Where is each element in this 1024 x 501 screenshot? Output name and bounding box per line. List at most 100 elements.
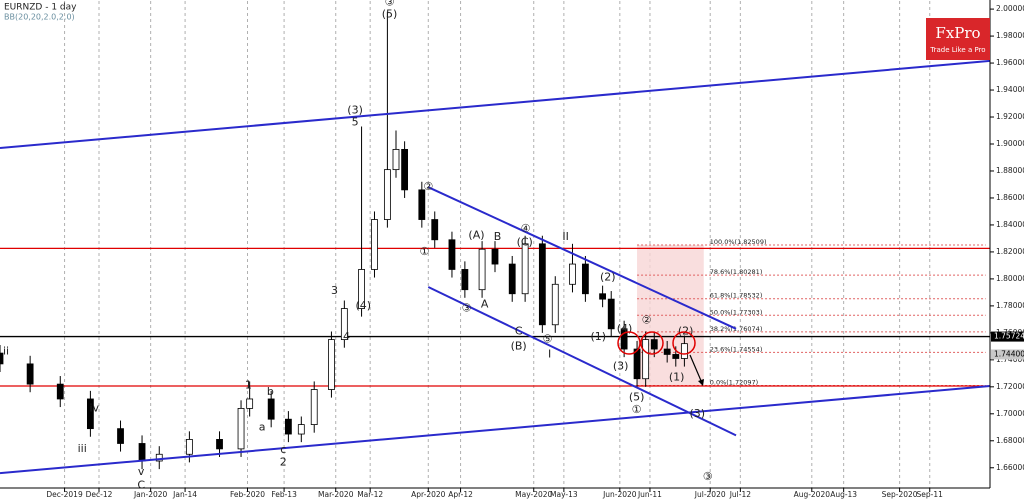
candle-body — [328, 339, 335, 390]
candle-body — [538, 243, 546, 326]
y-tick-label: 1.72000 — [996, 382, 1024, 391]
wave-label: ⑤ — [543, 333, 553, 346]
y-tick-label: 2.00000 — [996, 4, 1024, 13]
wave-label: I — [548, 347, 551, 360]
logo-tagline: Trade Like a Pro — [929, 46, 985, 54]
y-tick-label: 1.94000 — [996, 85, 1024, 94]
x-tick-label: Feb-2020 — [230, 490, 265, 499]
chart-title: EURNZD - 1 day — [4, 3, 77, 13]
wave-label: (C) — [517, 235, 533, 248]
x-tick-label: Sep-11 — [917, 490, 944, 499]
price-tag-label: 1.74400 — [994, 349, 1024, 358]
wave-label: (4) — [355, 299, 371, 312]
arrow-head — [698, 379, 704, 386]
candle-body — [392, 148, 400, 171]
wave-label: iv — [89, 401, 99, 414]
wave-label: B — [494, 230, 502, 243]
candle-body — [448, 239, 456, 270]
candle-body — [551, 283, 559, 326]
trendline — [0, 385, 991, 475]
candle-body — [371, 219, 378, 270]
y-tick-label: 1.86000 — [996, 193, 1024, 202]
x-tick-label: Aug-13 — [830, 490, 857, 499]
wave-label: (1) — [591, 330, 607, 343]
wave-label: (2) — [600, 271, 616, 284]
candle-body — [680, 343, 688, 359]
wave-label: a — [259, 420, 266, 433]
x-tick-label: Dec-12 — [86, 490, 113, 499]
wave-label: (5) — [629, 391, 645, 404]
x-tick-label: Dec-2019 — [46, 490, 83, 499]
wave-label: ② — [642, 314, 652, 327]
candle-body — [216, 439, 223, 450]
x-tick-label: Jun-2020 — [602, 490, 637, 499]
candle-body — [284, 418, 292, 435]
price-tag — [991, 331, 1024, 342]
y-tick-label: 1.90000 — [996, 139, 1024, 148]
chart-subtitle: BB(20,20,2.0,2.0) — [4, 13, 75, 22]
candle-body — [358, 269, 365, 309]
x-tick-label: Mar-12 — [357, 490, 383, 499]
fib-label: 23.6%(1.74554) — [710, 345, 763, 353]
wave-label: (3) — [347, 103, 363, 116]
candle-body — [26, 363, 34, 385]
wave-label: (3) — [613, 360, 629, 373]
y-tick-label: 1.70000 — [996, 409, 1024, 418]
candle-body — [599, 293, 607, 300]
candle-body — [310, 389, 318, 425]
wave-label: II — [562, 230, 569, 243]
wave-label: (A) — [468, 229, 484, 242]
grid: 1.660001.680001.700001.720001.740001.760… — [46, 1, 1024, 499]
y-tick-label: 1.98000 — [996, 31, 1024, 40]
y-tick-label: 1.96000 — [996, 58, 1024, 67]
candle-body — [672, 354, 680, 359]
candle-body — [383, 169, 391, 220]
x-tick-label: Jan-14 — [172, 490, 197, 499]
y-tick-label: 1.84000 — [996, 220, 1024, 229]
y-tick-label: 1.80000 — [996, 274, 1024, 283]
wave-label: (3) — [690, 407, 706, 420]
wave-label: ① — [419, 245, 429, 258]
wave-label: (5) — [382, 7, 398, 20]
wave-label: 2 — [280, 455, 287, 468]
candle-body — [185, 439, 193, 455]
wave-label: v — [138, 465, 145, 478]
wave-label: ③ — [385, 0, 395, 8]
y-tick-label: 1.92000 — [996, 112, 1024, 121]
candle-body — [117, 428, 124, 444]
candle-body — [491, 248, 499, 265]
wave-label: A — [481, 298, 489, 311]
price-tag-label: 1.75724 — [994, 332, 1024, 341]
wave-label: 4 — [343, 330, 350, 343]
plot: 100.0%(1.82509) 78.6%(1.80281) 61.8%(1.785… — [0, 0, 991, 491]
wave-label: C — [515, 325, 523, 338]
candle-body — [267, 398, 275, 420]
candle-body — [521, 243, 529, 295]
arrow — [689, 354, 703, 384]
candle-body — [461, 269, 469, 291]
wave-label: c — [280, 443, 286, 456]
candle-body — [237, 408, 245, 450]
y-tick-label: 1.78000 — [996, 301, 1024, 310]
candle-body — [56, 383, 64, 400]
logo-name: FxPro — [935, 24, 980, 42]
x-tick-label: Aug-2020 — [794, 490, 831, 499]
x-tick-label: May-13 — [550, 490, 578, 499]
candle-body — [663, 348, 671, 355]
highlight-circle — [617, 331, 641, 355]
fib-label: 0.0%(1.72097) — [710, 379, 758, 387]
candle-body — [86, 398, 94, 430]
candle-body — [478, 248, 486, 291]
wave-label: ② — [423, 180, 433, 193]
fib-label: 50.0%(1.77303) — [710, 308, 763, 316]
wave-label: C — [137, 478, 145, 491]
highlight-circle — [640, 331, 664, 355]
x-tick-label: Jul-12 — [729, 490, 752, 499]
x-tick-label: Apr-12 — [448, 490, 473, 499]
trendline — [0, 59, 991, 150]
candle-body — [0, 352, 4, 365]
wave-label: (1) — [669, 370, 685, 383]
y-tick-label: 1.88000 — [996, 166, 1024, 175]
wave-label: 1 — [245, 378, 252, 391]
